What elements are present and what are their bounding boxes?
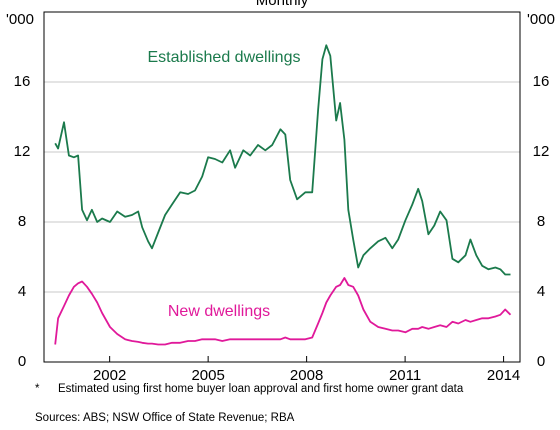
y-tick-label-right: 4 — [537, 283, 545, 300]
y-tick-label: 12 — [14, 143, 31, 160]
x-tick-label: 2002 — [93, 367, 126, 380]
series-label: New dwellings — [168, 303, 270, 320]
footnote-marker: * — [35, 383, 40, 395]
footnote: Estimated using first home buyer loan ap… — [58, 383, 464, 395]
chart-title: Monthly — [256, 0, 309, 9]
series-label: Established dwellings — [148, 49, 301, 66]
x-tick-label: 2014 — [487, 367, 520, 380]
y-tick-label-right: 8 — [537, 213, 545, 230]
sources: Sources: ABS; NSW Office of State Revenu… — [35, 412, 295, 424]
y-tick-label-right: 0 — [537, 353, 545, 370]
x-tick-label: 2005 — [191, 367, 224, 380]
chart: Monthly '000 '000 0 0 4 4 8 8 12 12 16 16 2002 2005… — [6, 0, 555, 380]
line-series — [54, 44, 511, 276]
y-tick-label: 8 — [18, 213, 26, 230]
y-tick-label-right: 16 — [533, 73, 550, 90]
y-tick-label: 4 — [18, 283, 26, 300]
y-tick-label-right: 12 — [533, 143, 550, 160]
x-tick-label: 2011 — [389, 367, 421, 380]
plot-frame — [43, 11, 521, 363]
x-tick-label: 2008 — [290, 367, 323, 380]
y-unit-right: '000 — [527, 11, 555, 28]
y-tick-label: 16 — [14, 73, 31, 90]
line-series — [54, 277, 512, 346]
y-unit-left: '000 — [6, 11, 34, 28]
y-tick-label: 0 — [18, 353, 26, 370]
